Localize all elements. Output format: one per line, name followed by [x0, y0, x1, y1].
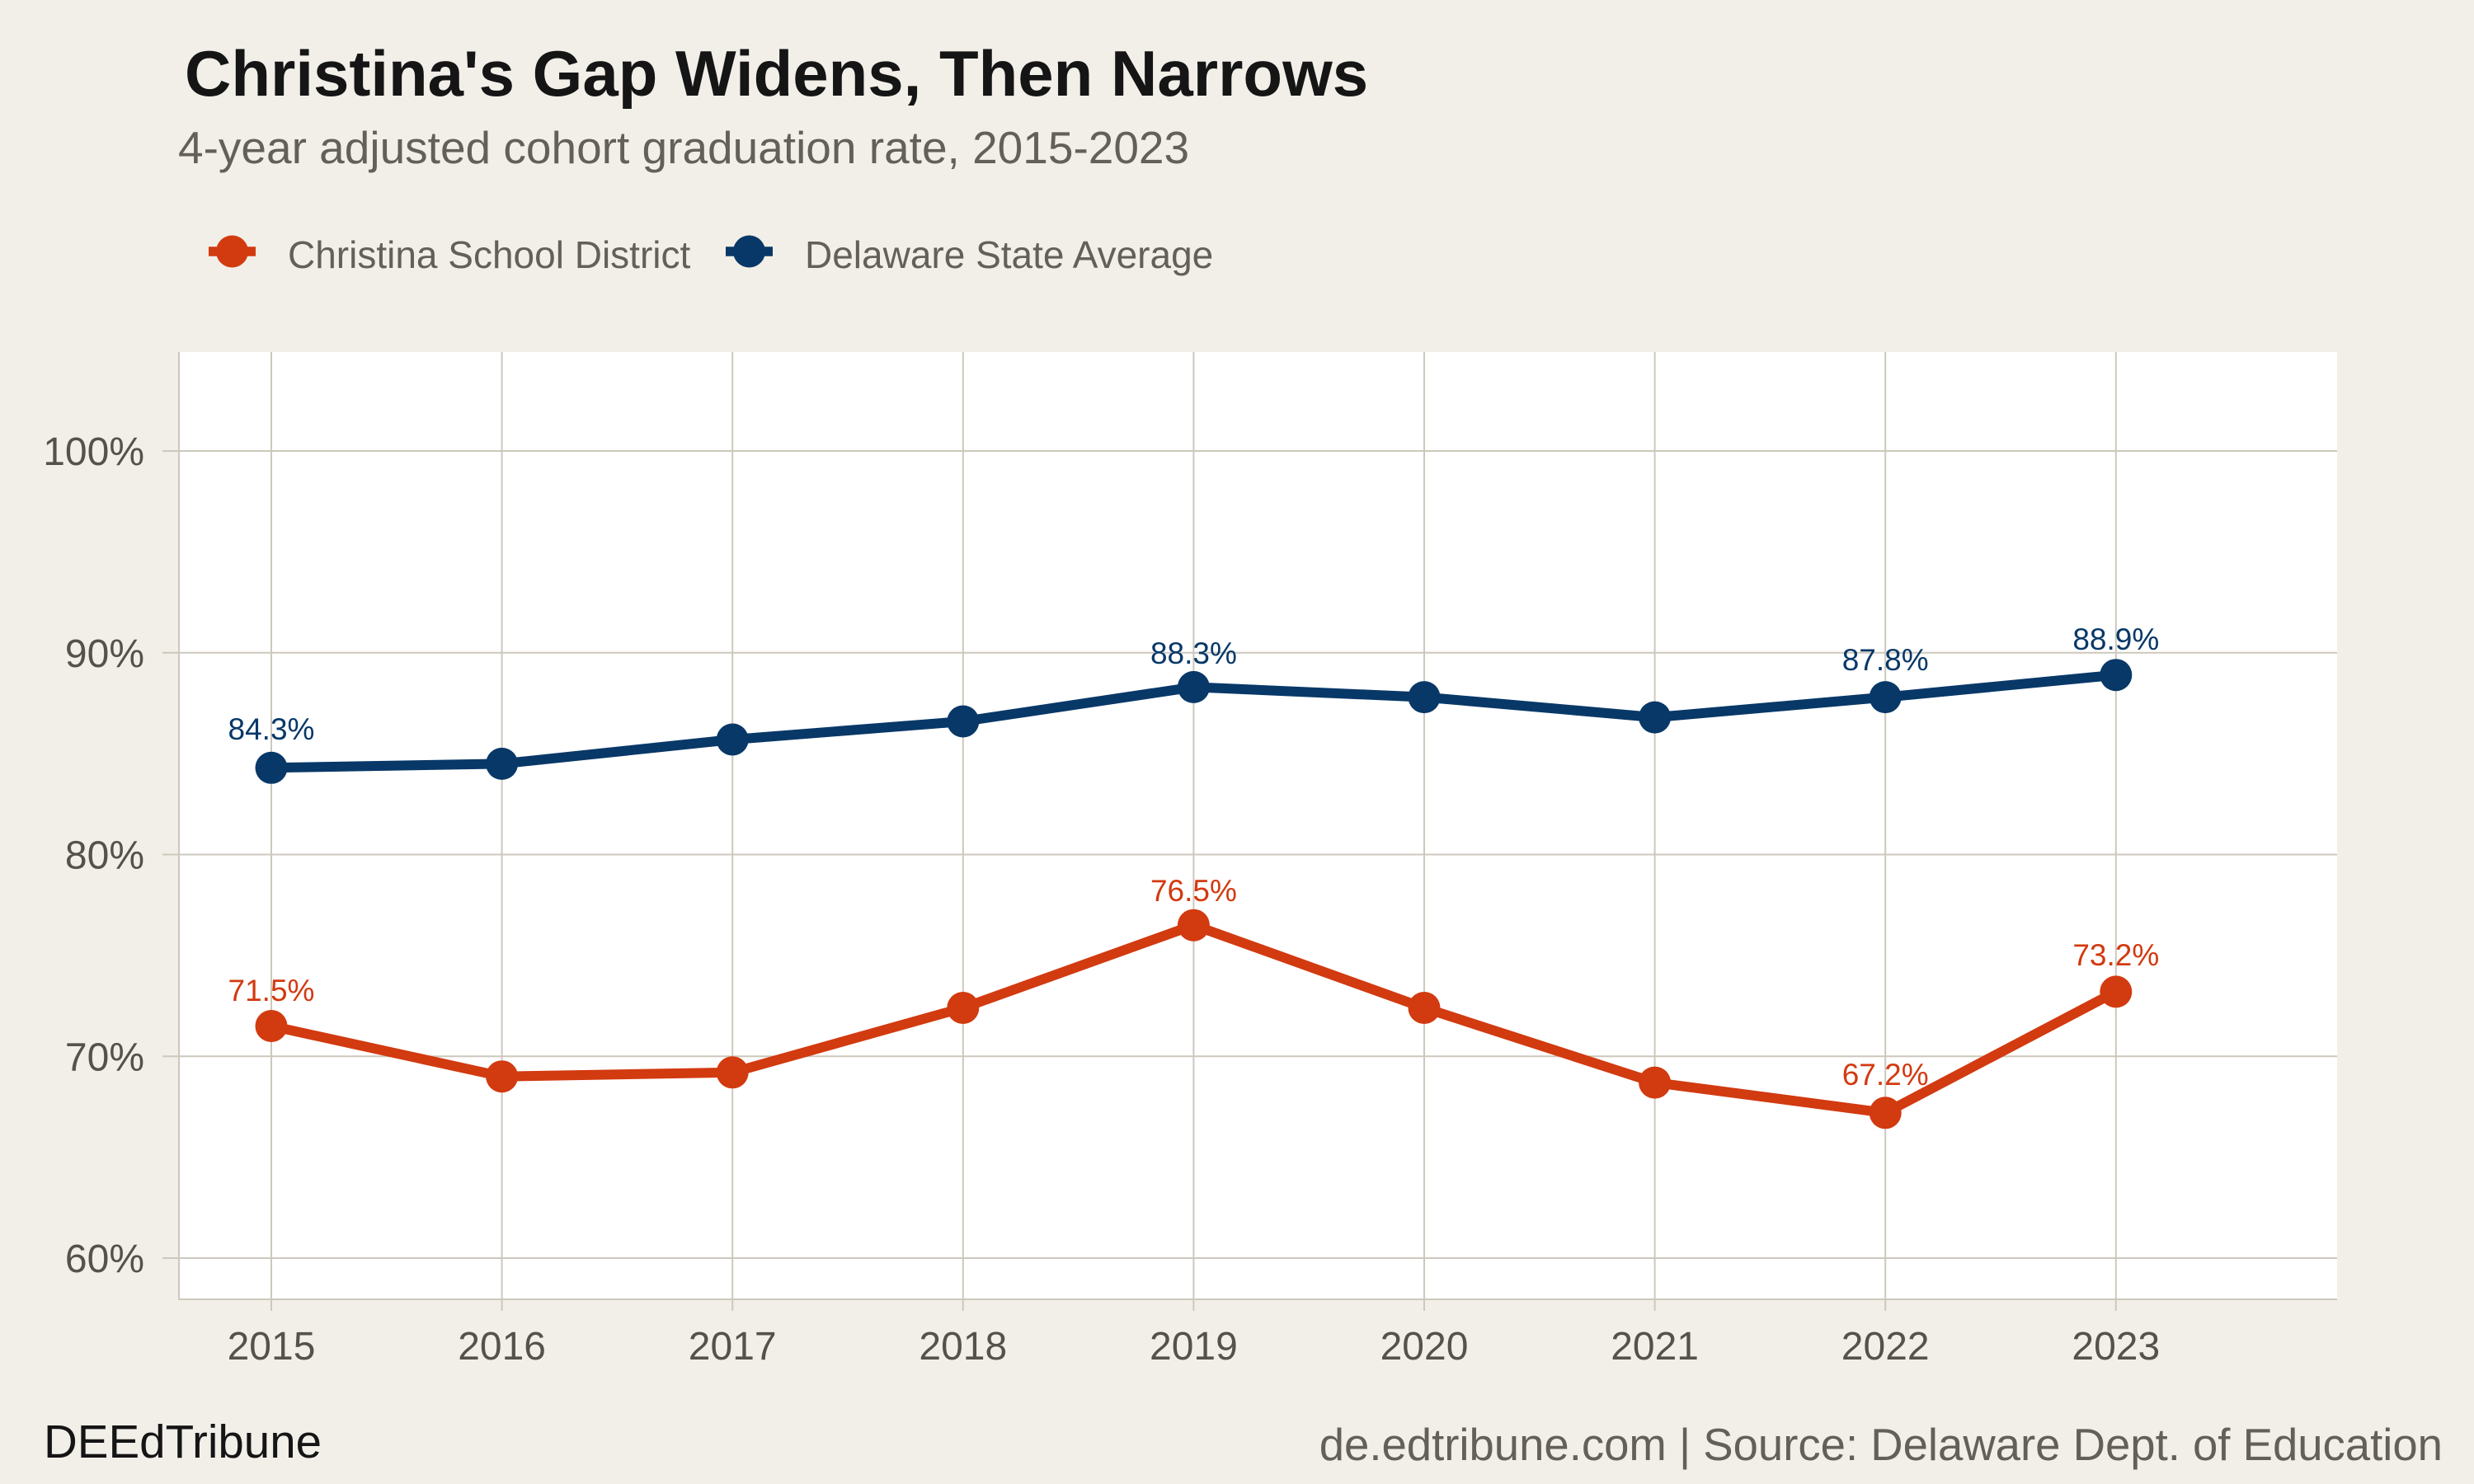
svg-text:2021: 2021 — [1611, 1325, 1699, 1369]
svg-text:2017: 2017 — [689, 1325, 777, 1369]
svg-text:60%: 60% — [65, 1237, 144, 1281]
svg-text:2023: 2023 — [2072, 1325, 2160, 1369]
svg-text:2016: 2016 — [458, 1325, 546, 1369]
svg-text:2020: 2020 — [1380, 1325, 1469, 1369]
svg-text:70%: 70% — [65, 1036, 144, 1079]
svg-text:2019: 2019 — [1150, 1325, 1238, 1369]
svg-text:Delaware State Average: Delaware State Average — [805, 233, 1213, 276]
svg-text:4-year adjusted cohort graduat: 4-year adjusted cohort graduation rate, … — [178, 122, 1189, 173]
svg-text:2015: 2015 — [228, 1325, 316, 1369]
svg-text:2022: 2022 — [1841, 1325, 1930, 1369]
svg-text:de.edtribune.com | Source: Del: de.edtribune.com | Source: Delaware Dept… — [1319, 1420, 2443, 1470]
svg-text:84.3%: 84.3% — [228, 712, 315, 746]
svg-text:90%: 90% — [65, 632, 144, 676]
svg-text:Christina's Gap Widens, Then N: Christina's Gap Widens, Then Narrows — [185, 37, 1368, 110]
svg-text:73.2%: 73.2% — [2072, 938, 2159, 972]
svg-text:88.9%: 88.9% — [2072, 622, 2159, 656]
svg-text:76.5%: 76.5% — [1150, 874, 1237, 908]
svg-text:2018: 2018 — [919, 1325, 1007, 1369]
svg-text:DEEdTribune: DEEdTribune — [44, 1416, 322, 1468]
svg-text:100%: 100% — [43, 430, 144, 474]
svg-text:80%: 80% — [65, 834, 144, 878]
svg-text:88.3%: 88.3% — [1150, 636, 1237, 670]
svg-text:Christina School District: Christina School District — [288, 233, 690, 276]
svg-text:67.2%: 67.2% — [1842, 1058, 1929, 1092]
svg-text:71.5%: 71.5% — [228, 974, 315, 1007]
svg-text:87.8%: 87.8% — [1842, 643, 1929, 677]
